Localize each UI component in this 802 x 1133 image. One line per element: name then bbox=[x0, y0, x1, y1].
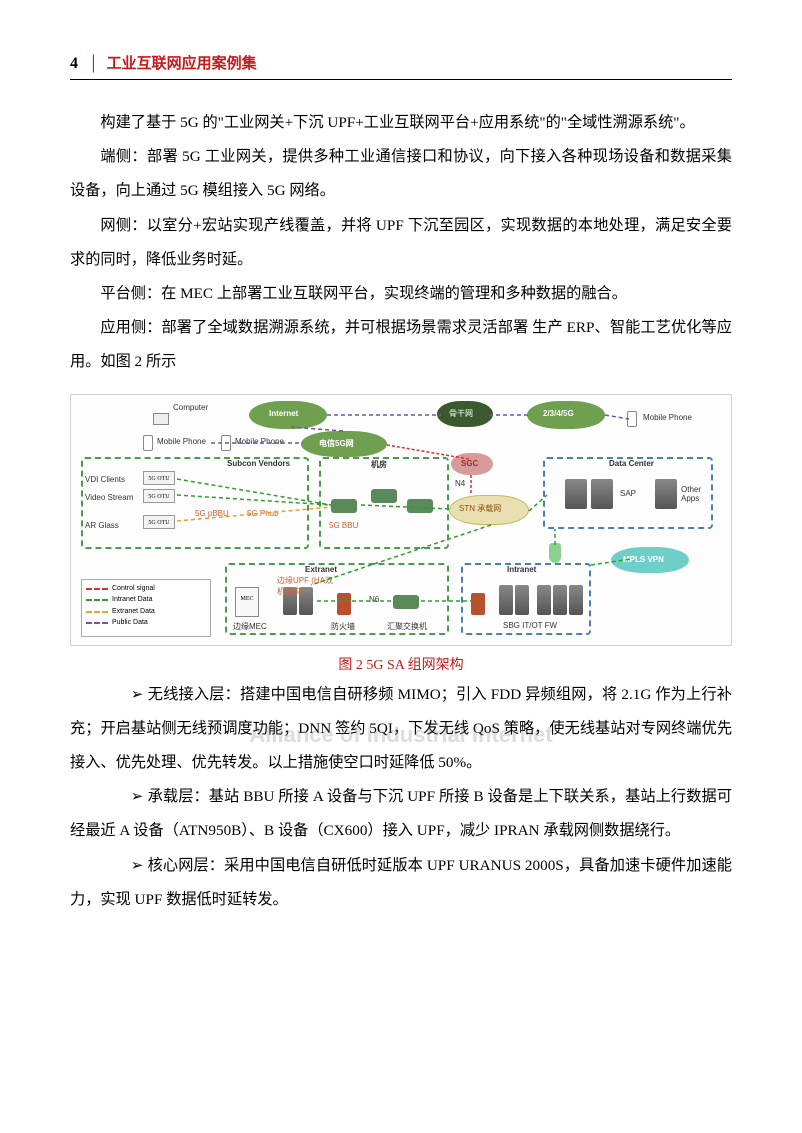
paragraph-4: 平台侧：在 MEC 上部署工业互联网平台，实现终端的管理和多种数据的融合。 bbox=[70, 277, 732, 311]
label-subcon: Subcon Vendors bbox=[227, 459, 290, 468]
label-mobile2: Mobile Phone bbox=[235, 437, 284, 446]
label-other: Other Apps bbox=[681, 485, 709, 503]
paragraph-2: 端侧：部署 5G 工业网关，提供多种工业通信接口和协议，向下接入各种现场设备和数… bbox=[70, 140, 732, 208]
label-n4: N4 bbox=[455, 479, 465, 488]
server-sap2 bbox=[591, 479, 613, 509]
label-internet: Internet bbox=[269, 409, 298, 418]
label-sap: SAP bbox=[620, 489, 636, 498]
label-backbone: 骨干网 bbox=[449, 408, 473, 419]
phone1-icon bbox=[143, 435, 153, 451]
label-vdi: VDI Clients bbox=[85, 475, 125, 484]
computer-icon bbox=[153, 413, 169, 425]
figure-2-diagram: Computer Internet 骨干网 2/3/4/5G Mobile Ph… bbox=[70, 394, 732, 646]
phone-right-icon bbox=[627, 411, 637, 427]
router1 bbox=[331, 499, 357, 513]
label-mobile3: Mobile Phone bbox=[643, 413, 692, 422]
bullet-arrow-icon: ➢ bbox=[100, 678, 143, 712]
header-title: 工业互联网应用案例集 bbox=[107, 52, 257, 73]
server-i5 bbox=[569, 585, 583, 615]
server-other bbox=[655, 479, 677, 509]
firewall2-icon bbox=[471, 593, 485, 615]
server-i4 bbox=[553, 585, 567, 615]
diagram-legend: Control signal Intranet Data Extranet Da… bbox=[81, 579, 211, 637]
label-switch: 汇聚交换机 bbox=[387, 621, 427, 632]
firewall-icon bbox=[337, 593, 351, 615]
router3 bbox=[407, 499, 433, 513]
server-sap1 bbox=[565, 479, 587, 509]
label-stn: STN 承载网 bbox=[459, 503, 501, 514]
label-extranet: Extranet bbox=[305, 565, 337, 574]
legend-public: Public Data bbox=[112, 618, 148, 629]
switch-icon bbox=[393, 595, 419, 609]
label-phub: 5G Phub bbox=[247, 509, 279, 518]
body-text: 构建了基于 5G 的"工业网关+下沉 UPF+工业互联网平台+应用系统"的"全域… bbox=[70, 106, 732, 380]
label-jifang: 机房 bbox=[371, 459, 387, 470]
cylinder-icon bbox=[549, 543, 561, 563]
bullet-arrow-icon: ➢ bbox=[100, 849, 143, 883]
label-n6: N6 bbox=[369, 595, 379, 604]
bullet-2-text: 承载层：基站 BBU 所接 A 设备与下沉 UPF 所接 B 设备是上下联关系，… bbox=[70, 788, 732, 839]
header-divider: │ bbox=[88, 56, 99, 73]
bullet-2: ➢承载层：基站 BBU 所接 A 设备与下沉 UPF 所接 B 设备是上下联关系… bbox=[70, 780, 732, 848]
mec-box: MEC bbox=[235, 587, 259, 617]
bullet-3-text: 核心网层：采用中国电信自研低时延版本 UPF URANUS 2000S，具备加速… bbox=[70, 857, 732, 908]
paragraph-3: 网侧：以室分+宏站实现产线覆盖，并将 UPF 下沉至园区，实现数据的本地处理，满… bbox=[70, 209, 732, 277]
otu2: 5G OTU bbox=[143, 489, 175, 503]
label-pbbu: 5G pBBU bbox=[195, 509, 229, 518]
bullet-1-text: 无线接入层：搭建中国电信自研移频 MIMO；引入 FDD 异频组网，将 2.1G… bbox=[70, 686, 732, 771]
label-mobile1: Mobile Phone bbox=[157, 437, 206, 446]
label-sgc: SGC bbox=[461, 459, 478, 468]
label-mpls: MPLS VPN bbox=[623, 555, 664, 564]
label-upf: 边缘UPF (HA双机容灾) bbox=[277, 575, 337, 597]
label-mec: 边缘MEC bbox=[233, 621, 267, 632]
server-i3 bbox=[537, 585, 551, 615]
router2 bbox=[371, 489, 397, 503]
label-arglass: AR Glass bbox=[85, 521, 119, 530]
paragraph-5: 应用侧：部署了全域数据溯源系统，并可根据场景需求灵活部署 生产 ERP、智能工艺… bbox=[70, 311, 732, 379]
figure-caption: 图 2 5G SA 组网架构 bbox=[70, 654, 732, 674]
legend-extranet: Extranet Data bbox=[112, 607, 155, 618]
page-header: 4 │ 工业互联网应用案例集 bbox=[70, 52, 732, 80]
label-telecom5g: 电信5G网 bbox=[319, 438, 354, 449]
otu3: 5G OTU bbox=[143, 515, 175, 529]
server-i2 bbox=[515, 585, 529, 615]
bullet-list: ➢无线接入层：搭建中国电信自研移频 MIMO；引入 FDD 异频组网，将 2.1… bbox=[70, 678, 732, 917]
label-multig: 2/3/4/5G bbox=[543, 409, 574, 418]
label-datacenter: Data Center bbox=[609, 459, 654, 468]
paragraph-1: 构建了基于 5G 的"工业网关+下沉 UPF+工业互联网平台+应用系统"的"全域… bbox=[70, 106, 732, 140]
phone2-icon bbox=[221, 435, 231, 451]
label-computer: Computer bbox=[173, 403, 208, 412]
legend-intranet: Intranet Data bbox=[112, 595, 152, 606]
label-video: Video Stream bbox=[85, 493, 133, 502]
page-number: 4 bbox=[70, 55, 78, 73]
otu1: 5G OTU bbox=[143, 471, 175, 485]
label-bbu: 5G BBU bbox=[329, 521, 358, 530]
label-sbgfw: SBG IT/OT FW bbox=[503, 621, 557, 630]
server-i1 bbox=[499, 585, 513, 615]
label-firewall: 防火墙 bbox=[331, 621, 355, 632]
bullet-3: ➢核心网层：采用中国电信自研低时延版本 UPF URANUS 2000S，具备加… bbox=[70, 849, 732, 917]
label-intranet: Intranet bbox=[507, 565, 536, 574]
bullet-arrow-icon: ➢ bbox=[100, 780, 143, 814]
box-subcon bbox=[81, 457, 309, 549]
bullet-1: ➢无线接入层：搭建中国电信自研移频 MIMO；引入 FDD 异频组网，将 2.1… bbox=[70, 678, 732, 781]
legend-control: Control signal bbox=[112, 584, 155, 595]
